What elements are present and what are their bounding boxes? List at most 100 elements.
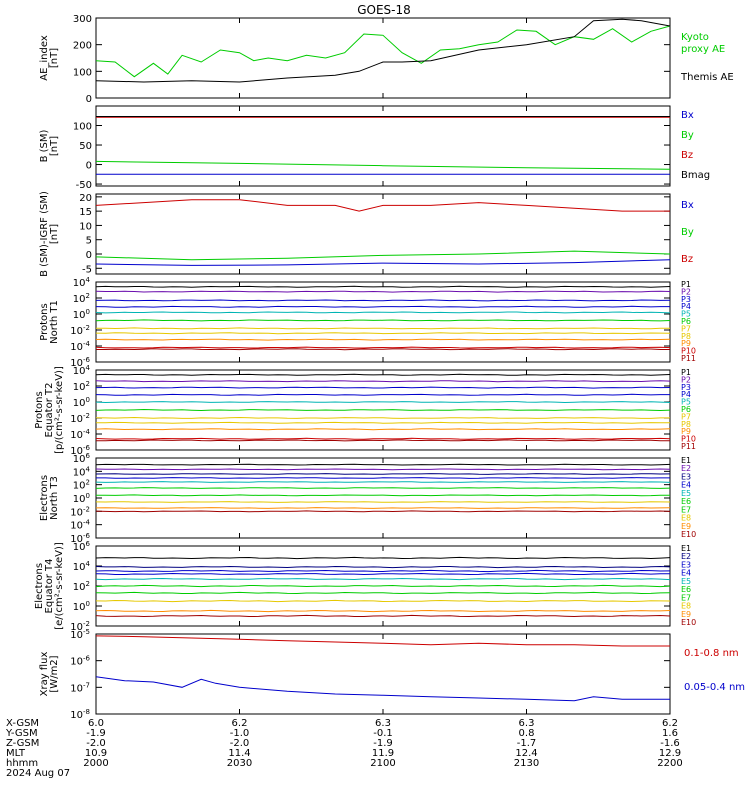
y-tick-label: 10-6 [70, 655, 90, 668]
legend-e3: E3 [681, 560, 691, 569]
series-bx [95, 259, 671, 266]
panel-frame [95, 17, 671, 99]
time-axis-value: 12.4 [515, 748, 537, 759]
series-e1 [95, 463, 671, 466]
legend-p9: P9 [681, 427, 691, 436]
time-axis-value: -2.0 [86, 738, 106, 749]
y-tick-label: 102 [73, 292, 90, 305]
y-tick-label: 104 [73, 560, 91, 573]
legend-e6: E6 [681, 497, 691, 506]
legend-p9: P9 [681, 339, 691, 348]
legend-e7: E7 [681, 593, 691, 602]
time-axis-value: -1.9 [86, 728, 106, 739]
y-tick-label: 10-2 [70, 505, 90, 518]
series-p3 [95, 386, 671, 389]
legend-p11: P11 [681, 442, 696, 451]
y-tick-label: 0 [86, 250, 92, 261]
legend-by: By [681, 227, 694, 238]
legend-p3: P3 [681, 383, 691, 392]
row-label-hhmm: hhmm [6, 758, 38, 769]
y-axis-label: North T1 [49, 300, 60, 344]
series-p9 [95, 428, 671, 431]
y-axis-label: B (SM) [39, 129, 50, 162]
time-axis-value: 12.9 [659, 748, 681, 759]
row-label-mlt: MLT [6, 748, 26, 759]
series-e3 [95, 569, 671, 573]
y-tick-label: 104 [73, 465, 91, 478]
series-p7 [95, 327, 670, 330]
y-tick-label: 100 [73, 122, 92, 133]
series-p10 [95, 437, 671, 440]
legend-xray-short: 0.05-0.4 nm [684, 682, 745, 693]
time-axis-value: 2130 [514, 758, 539, 769]
y-tick-label: 10-4 [70, 519, 90, 532]
legend-p7: P7 [681, 324, 691, 333]
legend-xray-long: 0.1-0.8 nm [684, 648, 739, 659]
series-kyoto-proxy-ae [95, 25, 671, 78]
y-tick-label: 10-5 [70, 628, 90, 641]
y-tick-label: 200 [73, 41, 92, 52]
y-axis-label: Electrons [39, 475, 50, 521]
legend-e3: E3 [681, 472, 691, 481]
legend-e5: E5 [681, 489, 691, 498]
legend-p8: P8 [681, 332, 691, 341]
y-tick-label: 100 [73, 396, 90, 409]
series-e5 [95, 577, 671, 581]
series-p5 [95, 401, 671, 404]
legend-e6: E6 [681, 585, 691, 594]
row-label-z-gsm: Z-GSM [6, 738, 39, 749]
time-axis-value: 1.6 [662, 728, 678, 739]
series-e3 [95, 473, 671, 475]
legend-p6: P6 [681, 317, 691, 326]
legend-e10: E10 [681, 530, 696, 539]
legend-e9: E9 [681, 522, 691, 531]
legend-e10: E10 [681, 618, 696, 627]
y-axis-label: Equator T4 [44, 559, 55, 614]
panel-bsm: -50 0 50 100 B (SM) [nT] Bx By Bz Bmag [39, 105, 710, 191]
legend-bz: Bz [681, 150, 693, 161]
time-axis-value: -1.0 [230, 728, 250, 739]
y-tick-label: 102 [73, 580, 90, 593]
y-tick-label: 10-2 [70, 412, 90, 425]
legend-e4: E4 [681, 481, 691, 490]
time-axis-value: 6.2 [232, 718, 248, 729]
legend-bz: Bz [681, 254, 693, 265]
legend-p7: P7 [681, 412, 691, 421]
time-axis-value: 6.3 [519, 718, 535, 729]
legend-p8: P8 [681, 420, 691, 429]
series-e5 [95, 481, 671, 483]
series-p2 [95, 380, 671, 383]
series-p1 [95, 373, 671, 376]
time-axis-value: 2200 [657, 758, 682, 769]
legend-p1: P1 [681, 280, 691, 289]
series-e1 [95, 556, 671, 560]
legend-p6: P6 [681, 405, 691, 414]
legend-p2: P2 [681, 375, 691, 384]
legend-e1: E1 [681, 544, 691, 553]
legend-e8: E8 [681, 602, 691, 611]
y-axis-label: Protons [34, 391, 45, 428]
time-axis-value: 11.4 [228, 748, 250, 759]
y-axis-label: [nT] [49, 136, 60, 156]
y-axis-label: [p/(cm²-s-sr-keV)] [54, 366, 65, 454]
series-e6 [95, 487, 671, 489]
series-e7 [96, 494, 670, 497]
series-p2 [95, 290, 671, 293]
time-axis-value: 11.9 [372, 748, 394, 759]
series-e6 [95, 584, 671, 588]
legend-p4: P4 [681, 302, 691, 311]
y-axis-label: Equator T2 [44, 383, 55, 438]
panel-xray: 10-8 10-7 10-6 10-5 Xray flux [W/m2] 0.1-0.8 n… [39, 628, 745, 721]
series-e7 [95, 591, 671, 595]
legend-p1: P1 [681, 368, 691, 377]
y-tick-label: 104 [73, 364, 91, 377]
legend-p10: P10 [681, 347, 696, 356]
series-p8 [95, 421, 671, 424]
y-tick-label: 10-7 [70, 681, 90, 694]
row-label-y-gsm: Y-GSM [5, 728, 38, 739]
